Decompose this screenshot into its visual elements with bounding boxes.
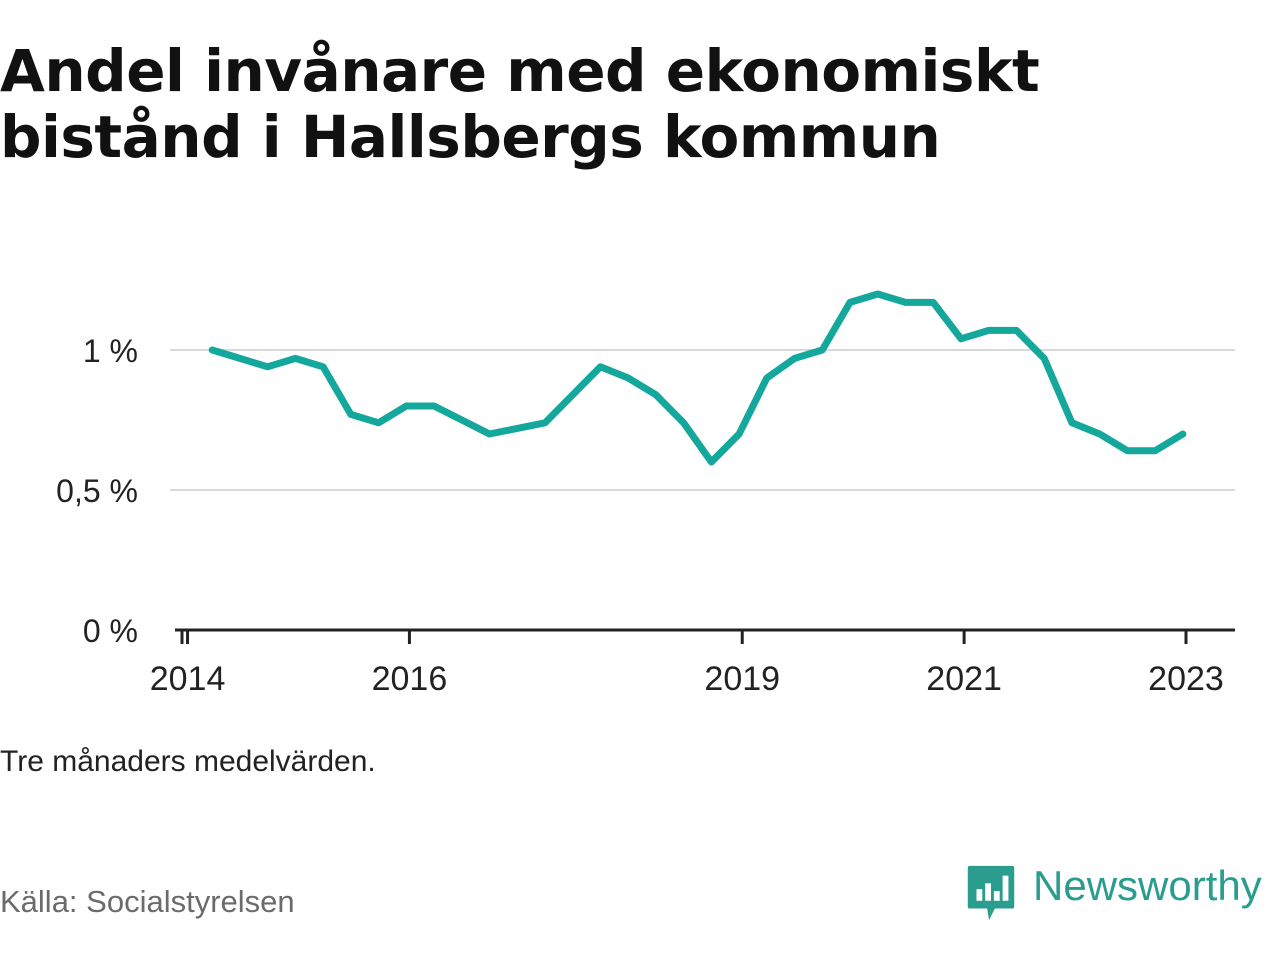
chart-title: Andel invånare med ekonomiskt bistånd i …: [0, 38, 1240, 170]
y-axis-labels: 0 % 0,5 % 1 %: [56, 333, 138, 649]
chart-title-line-1: Andel invånare med ekonomiskt: [0, 37, 1040, 105]
x-tick-label: 2021: [926, 660, 1002, 698]
y-tick-label: 0 %: [83, 613, 138, 649]
x-tick-label: 2019: [704, 660, 780, 698]
chart-note: Tre månaders medelvärden.: [0, 745, 376, 778]
x-tick-label: 2023: [1148, 660, 1224, 698]
chart-title-line-2: bistånd i Hallsbergs kommun: [0, 103, 941, 171]
source-credit: Källa: Socialstyrelsen: [0, 884, 295, 919]
brand-name: Newsworthy: [1033, 862, 1262, 909]
x-tick-label: 2014: [150, 660, 226, 698]
newsworthy-logo-icon: [967, 865, 1015, 921]
x-axis: [175, 628, 1235, 644]
y-tick-label: 0,5 %: [56, 473, 138, 509]
gridlines: [170, 349, 1235, 491]
y-tick-label: 1 %: [83, 333, 138, 369]
x-tick-label: 2016: [372, 660, 448, 698]
x-axis-labels: 2014 2016 2019 2021 2023: [150, 660, 1224, 698]
series-group: [208, 290, 1187, 466]
series-line: [208, 290, 1187, 466]
